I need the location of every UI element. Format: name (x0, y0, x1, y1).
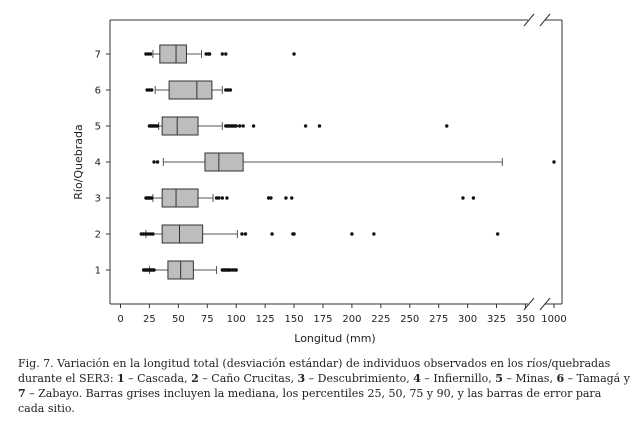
outlier-point (269, 196, 273, 200)
outlier-point (237, 124, 242, 128)
caption-item-number: 2 (191, 372, 199, 385)
y-tick-label: 3 (95, 194, 101, 205)
caption-item-3: 3 – Descubrimiento, (297, 372, 414, 385)
x-tick-label: 325 (487, 314, 506, 325)
y-tick-label: 2 (95, 230, 101, 241)
outlier-point (292, 232, 296, 236)
caption-item-number: 6 (556, 372, 565, 385)
outlier-point (234, 124, 238, 128)
outlier-point (317, 124, 322, 128)
x-tick-label: 50 (172, 314, 185, 325)
x-axis-ticks: 0 25 50 75 100 125 150 175 200 225 250 275 300 325 350… (117, 304, 567, 325)
box-group-2 (139, 224, 500, 244)
outlier-point (155, 160, 160, 164)
y-tick-label: 4 (95, 158, 101, 169)
caption-item-number: 1 (117, 372, 125, 385)
outlier-point (217, 196, 221, 200)
outlier-point (243, 232, 248, 236)
outlier-point (148, 52, 153, 56)
outlier-point (150, 88, 154, 92)
outlier-point (241, 124, 245, 128)
y-tick-label: 5 (95, 122, 101, 133)
outlier-point (372, 232, 376, 236)
outlier-point (155, 124, 160, 128)
x-tick-label: 150 (285, 314, 304, 325)
x-tick-label: 0 (117, 314, 123, 325)
x-tick-label: 125 (256, 314, 275, 325)
x-tick-label: 100 (227, 314, 246, 325)
box-iqr (159, 44, 187, 64)
x-tick-label: 275 (429, 314, 448, 325)
caption-item-7: 7 – Zabayo. (18, 387, 86, 400)
outlier-point (303, 124, 308, 128)
x-tick-label: 250 (400, 314, 419, 325)
x-tick-label: 25 (143, 314, 156, 325)
box-iqr (168, 80, 213, 100)
box-iqr (161, 116, 199, 136)
x-tick-label: 225 (371, 314, 390, 325)
box-series (139, 44, 556, 280)
caption-item-number: 7 (18, 387, 26, 400)
outlier-point (151, 232, 155, 236)
box-group-6 (145, 80, 233, 100)
outlier-point (152, 268, 156, 272)
outlier-point (234, 268, 238, 272)
outlier-point (224, 52, 228, 56)
outlier-point (495, 232, 500, 236)
outlier-point (461, 196, 465, 200)
axis-break-marks (523, 13, 551, 311)
y-tick-label: 1 (95, 266, 101, 277)
y-axis-title: Río/Quebrada (72, 124, 85, 200)
outlier-point (292, 52, 296, 56)
box-group-3 (144, 188, 476, 208)
caption-item-number: 3 (297, 372, 306, 385)
x-tick-label: 350 (516, 314, 535, 325)
outlier-point (207, 52, 212, 56)
outlier-point (350, 232, 354, 236)
x-tick-label: 200 (342, 314, 361, 325)
y-tick-label: 6 (95, 86, 101, 97)
caption-item-number: 5 (495, 372, 503, 385)
x-tick-label: 300 (458, 314, 477, 325)
outlier-point (284, 196, 288, 200)
outlier-point (220, 196, 225, 200)
box-iqr (161, 224, 204, 244)
boxplot-chart: 1 2 3 4 5 6 7 0 25 50 75 100 125 150 175 200 225 250 275 3… (72, 13, 567, 345)
box-group-5 (147, 116, 449, 136)
y-axis-ticks: 1 2 3 4 5 6 7 (95, 50, 110, 277)
x-tick-label: 175 (313, 314, 332, 325)
caption-item-2: 2 – Caño Crucitas, (191, 372, 298, 385)
outlier-point (251, 124, 256, 128)
box-iqr (204, 152, 244, 172)
box-group-4 (152, 152, 556, 172)
plot-frame (109, 19, 563, 305)
x-axis-title: Longitud (mm) (294, 332, 375, 345)
box-group-1 (141, 260, 238, 280)
x-tick-label: 75 (201, 314, 214, 325)
caption-item-5: 5 – Minas, (495, 372, 557, 385)
caption-item-number: 4 (413, 372, 421, 385)
outlier-point (220, 52, 225, 56)
y-tick-label: 7 (95, 50, 101, 61)
box-group-7 (144, 44, 296, 64)
outlier-point (290, 196, 294, 200)
box-iqr (161, 188, 199, 208)
x-tick-label: 1000 (541, 314, 566, 325)
outlier-point (270, 232, 274, 236)
caption-item-1: 1 – Cascada, (117, 372, 192, 385)
outlier-point (552, 160, 556, 164)
outlier-point (228, 88, 233, 92)
caption-legend: 1 – Cascada, 2 – Caño Crucitas, 3 – Desc… (18, 372, 630, 400)
outlier-point (152, 160, 156, 164)
caption-tail: Barras grises incluyen la mediana, los p… (18, 387, 602, 415)
outlier-point (471, 196, 476, 200)
caption-intro: Fig. 7. Variación en la longitud total (… (18, 357, 611, 385)
figure-caption: Fig. 7. Variación en la longitud total (… (18, 356, 630, 416)
outlier-point (150, 196, 154, 200)
caption-item-4: 4 – Infiernillo, (413, 372, 496, 385)
outlier-point (445, 124, 449, 128)
caption-item-6: 6 – Tamagá y (556, 372, 630, 385)
outlier-point (225, 196, 229, 200)
outlier-point (240, 232, 244, 236)
